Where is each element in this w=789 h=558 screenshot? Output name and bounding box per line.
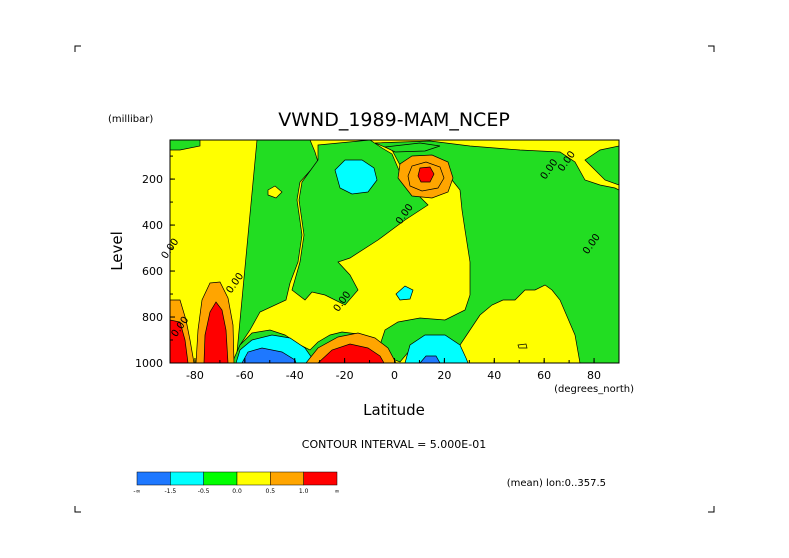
- field-cyan: [404, 334, 469, 363]
- crop-marks: [74, 45, 715, 513]
- y-units-label: (millibar): [108, 114, 153, 125]
- field-cyan: [334, 159, 378, 195]
- x-tick-label: 60: [537, 369, 551, 382]
- colorbar-swatch: [270, 471, 304, 486]
- colorbar-swatch: [236, 471, 271, 486]
- chart-title: VWND_1989-MAM_NCEP: [278, 109, 510, 131]
- y-tick-label: 800: [142, 311, 163, 324]
- y-tick-label: 1000: [135, 357, 163, 370]
- colorbar-level-label: 1.0: [299, 488, 309, 495]
- colorbar-level-label: -∞: [133, 488, 140, 495]
- field-green: [383, 142, 441, 153]
- x-tick-label: -80: [186, 369, 204, 382]
- field-red: [317, 343, 385, 363]
- colorbar-swatch: [203, 471, 238, 486]
- y-tick-label: 600: [142, 265, 163, 278]
- x-axis-title: Latitude: [363, 401, 425, 419]
- x-tick-label: 80: [587, 369, 601, 382]
- x-tick-label: -20: [336, 369, 354, 382]
- longitude-footnote: (mean) lon:0..357.5: [507, 478, 606, 489]
- x-tick-label: -40: [286, 369, 304, 382]
- x-tick-label: 20: [437, 369, 451, 382]
- x-tick-label: 40: [487, 369, 501, 382]
- field-green: [170, 140, 201, 151]
- x-tick-label: -60: [236, 369, 254, 382]
- contour-interval-text: CONTOUR INTERVAL = 5.000E-01: [302, 438, 486, 451]
- field-red: [417, 166, 435, 183]
- colorbar: -∞ -1.5 -0.5 0.0 0.5 1.0 ∞: [133, 471, 340, 495]
- field-green: [235, 140, 319, 363]
- colorbar-swatch: [303, 471, 338, 486]
- y-tick-label: 200: [142, 173, 163, 186]
- field-red: [170, 319, 189, 363]
- x-units-label: (degrees_north): [554, 384, 634, 395]
- field-cyan: [395, 285, 414, 301]
- colorbar-level-label: ∞: [335, 488, 340, 495]
- field-yellow: [267, 185, 283, 199]
- x-axis: -80 -60 -40 -20 0 20 40 60 80: [169, 358, 620, 382]
- colorbar-level-label: 0.5: [266, 488, 276, 495]
- y-tick-label: 400: [142, 219, 163, 232]
- y-axis: 200 400 600 800 1000: [135, 155, 175, 370]
- colorbar-swatch: [170, 471, 204, 486]
- field-red: [203, 301, 229, 363]
- field-deep-blue: [241, 347, 297, 363]
- field-yellow: [517, 343, 528, 349]
- y-axis-title: Level: [108, 231, 126, 271]
- x-tick-label: 0: [391, 369, 398, 382]
- colorbar-level-label: 0.0: [232, 488, 242, 495]
- field-deep-blue: [419, 355, 441, 363]
- field-green: [584, 145, 619, 186]
- colorbar-level-label: -1.5: [164, 488, 176, 495]
- colorbar-level-label: -0.5: [198, 488, 210, 495]
- field-green: [291, 140, 429, 306]
- plot-area: 0.000.000.000.000.000.000.000.00 -80 -60-…: [135, 139, 620, 382]
- colorbar-swatch: [136, 471, 171, 486]
